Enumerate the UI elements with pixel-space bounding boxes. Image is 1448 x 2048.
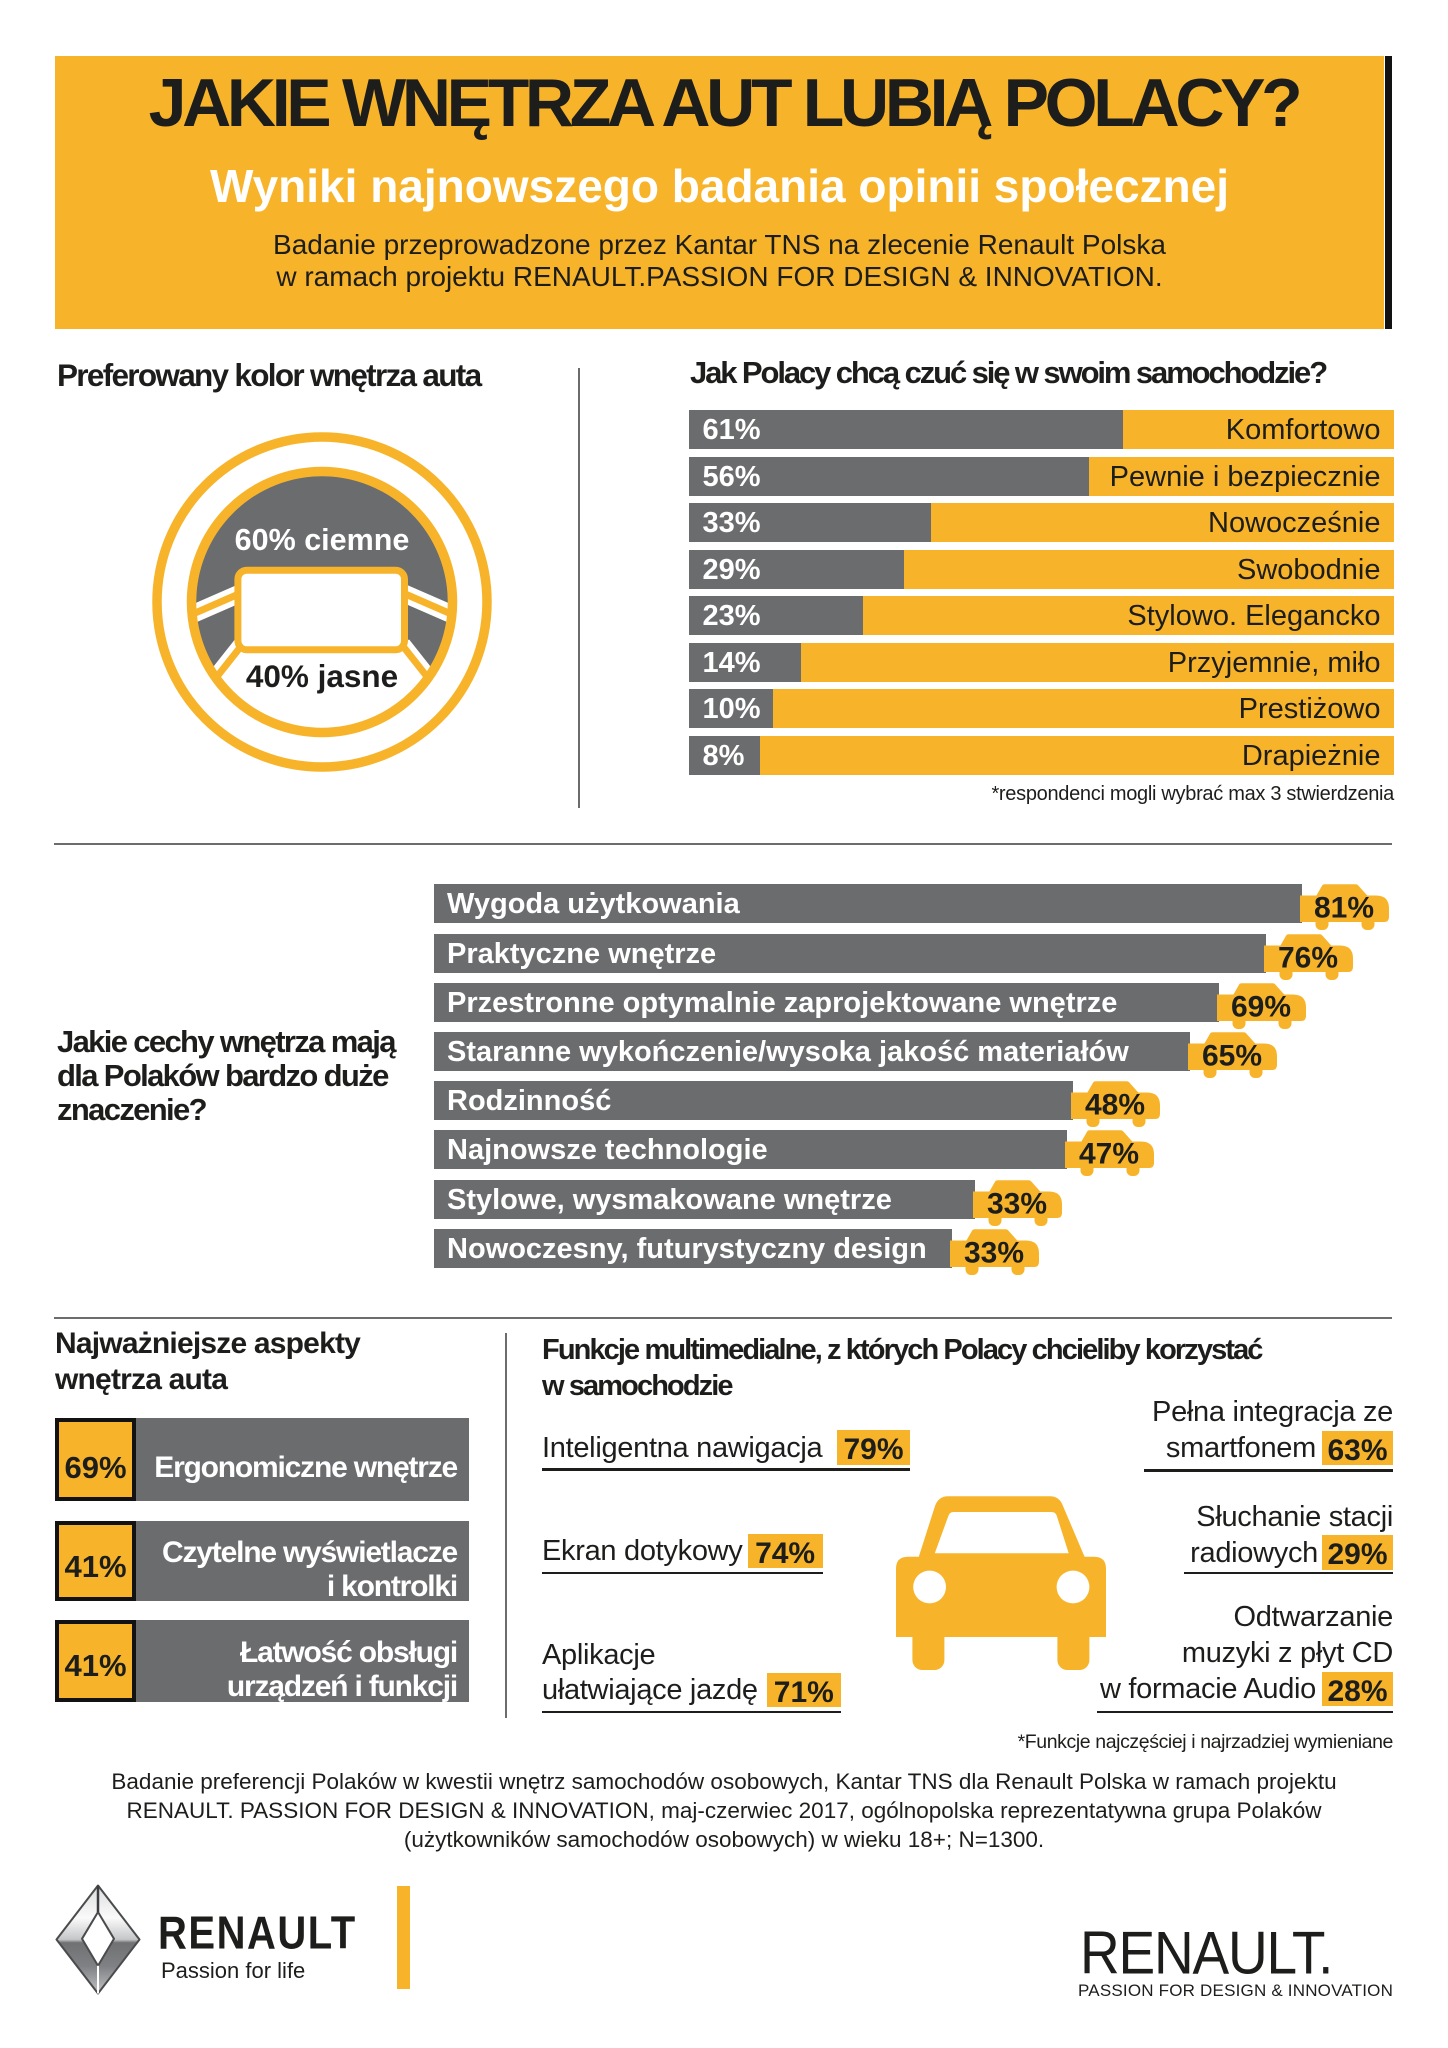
svg-text:33%: 33% [987, 1187, 1047, 1220]
svg-text:33%: 33% [964, 1236, 1024, 1269]
svg-text:60% ciemne: 60% ciemne [235, 523, 410, 557]
svg-text:65%: 65% [1202, 1039, 1262, 1072]
svg-text:76%: 76% [1278, 941, 1338, 974]
svg-text:81%: 81% [1314, 892, 1374, 925]
svg-text:48%: 48% [1085, 1089, 1145, 1122]
svg-text:40% jasne: 40% jasne [246, 658, 398, 694]
svg-text:69%: 69% [1231, 990, 1291, 1023]
svg-text:47%: 47% [1079, 1138, 1139, 1171]
